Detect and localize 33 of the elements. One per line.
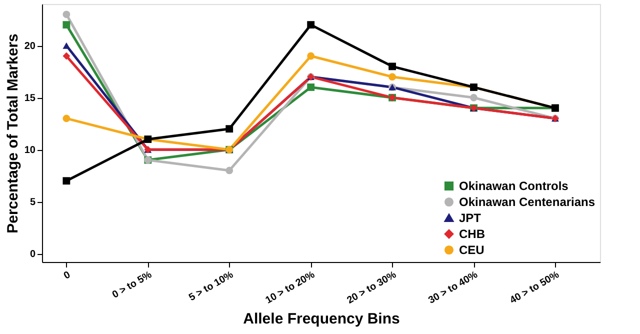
- legend-label: JPT: [459, 211, 482, 225]
- y-tick-label: 20: [24, 41, 36, 52]
- y-tick-label: 5: [30, 197, 36, 208]
- legend-label: Okinawan Centenarians: [459, 195, 596, 209]
- x-tick-label: 5 > to 10%: [187, 269, 236, 304]
- point: [226, 125, 234, 133]
- point: [226, 166, 234, 174]
- point: [307, 52, 315, 60]
- y-tick-label: 10: [24, 145, 36, 156]
- point: [388, 73, 396, 81]
- point: [62, 10, 70, 18]
- x-tick-label: 0: [62, 269, 73, 282]
- x-axis-title: Allele Frequency Bins: [243, 310, 400, 328]
- point: [62, 114, 70, 122]
- x-tick-label: 0 > to 5%: [110, 269, 154, 301]
- legend-label: Okinawan Controls: [459, 179, 569, 193]
- legend-label: CEU: [459, 243, 484, 257]
- point: [388, 62, 396, 70]
- x-tick-label: 20 > to 30%: [345, 269, 398, 306]
- point: [62, 52, 70, 60]
- point: [62, 42, 70, 49]
- point: [470, 94, 478, 102]
- y-tick-label: 0: [30, 249, 36, 260]
- point: [307, 21, 315, 29]
- y-axis-title: Percentage of Total Markers: [4, 34, 22, 234]
- x-tick-label: 40 > to 50%: [508, 269, 562, 306]
- legend-label: CHB: [459, 227, 486, 241]
- point: [62, 177, 70, 185]
- point: [62, 21, 70, 29]
- point: [307, 84, 315, 91]
- x-tick-label: 30 > to 40%: [426, 269, 480, 306]
- x-tick-label: 10 > to 20%: [264, 269, 317, 306]
- y-tick-label: 15: [24, 93, 36, 104]
